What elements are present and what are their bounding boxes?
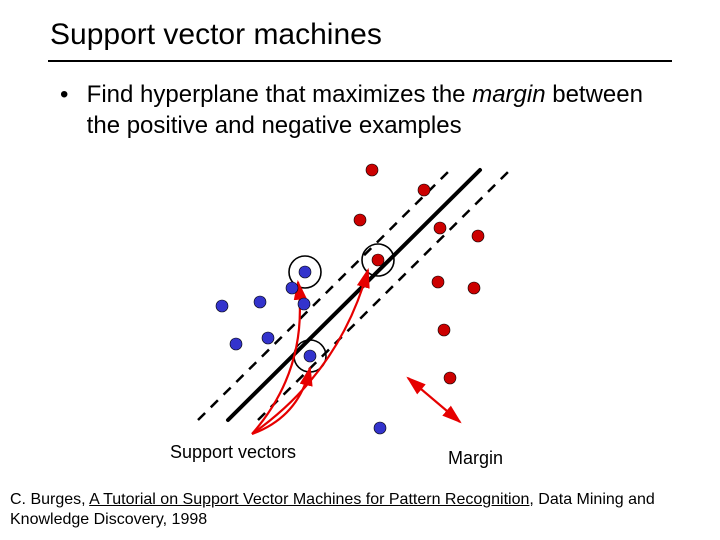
- negative-point: [254, 296, 266, 308]
- positive-point: [432, 276, 444, 288]
- support-vectors-label: Support vectors: [170, 442, 296, 463]
- negative-point: [216, 300, 228, 312]
- positive-point: [354, 214, 366, 226]
- negative-point: [298, 298, 310, 310]
- bullet-text: Find hyperplane that maximizes the margi…: [87, 80, 657, 141]
- bullet-prefix: Find hyperplane that maximizes the: [87, 81, 473, 108]
- positive-point: [438, 324, 450, 336]
- negative-point: [230, 338, 242, 350]
- hyperplane: [228, 170, 480, 420]
- slide: Support vector machines • Find hyperplan…: [0, 0, 720, 540]
- negative-point: [299, 266, 311, 278]
- margin-boundary-right: [258, 170, 510, 420]
- title-underline: [48, 60, 672, 62]
- citation: C. Burges, A Tutorial on Support Vector …: [10, 490, 710, 530]
- positive-point: [472, 230, 484, 242]
- margin-label: Margin: [448, 448, 503, 469]
- margin-arrow: [408, 378, 460, 422]
- negative-point: [262, 332, 274, 344]
- bullet-item: • Find hyperplane that maximizes the mar…: [60, 80, 660, 141]
- slide-title: Support vector machines: [50, 18, 382, 52]
- positive-point: [418, 184, 430, 196]
- bullet-marker: •: [60, 80, 80, 111]
- citation-title: A Tutorial on Support Vector Machines fo…: [89, 491, 529, 508]
- positive-point: [366, 164, 378, 176]
- positive-point: [434, 222, 446, 234]
- positive-point: [372, 254, 384, 266]
- bullet-margin-word: margin: [472, 81, 545, 108]
- svm-diagram: [140, 160, 580, 460]
- negative-point: [304, 350, 316, 362]
- positive-point: [444, 372, 456, 384]
- citation-author: C. Burges,: [10, 491, 89, 508]
- negative-point: [286, 282, 298, 294]
- negative-point: [374, 422, 386, 434]
- positive-point: [468, 282, 480, 294]
